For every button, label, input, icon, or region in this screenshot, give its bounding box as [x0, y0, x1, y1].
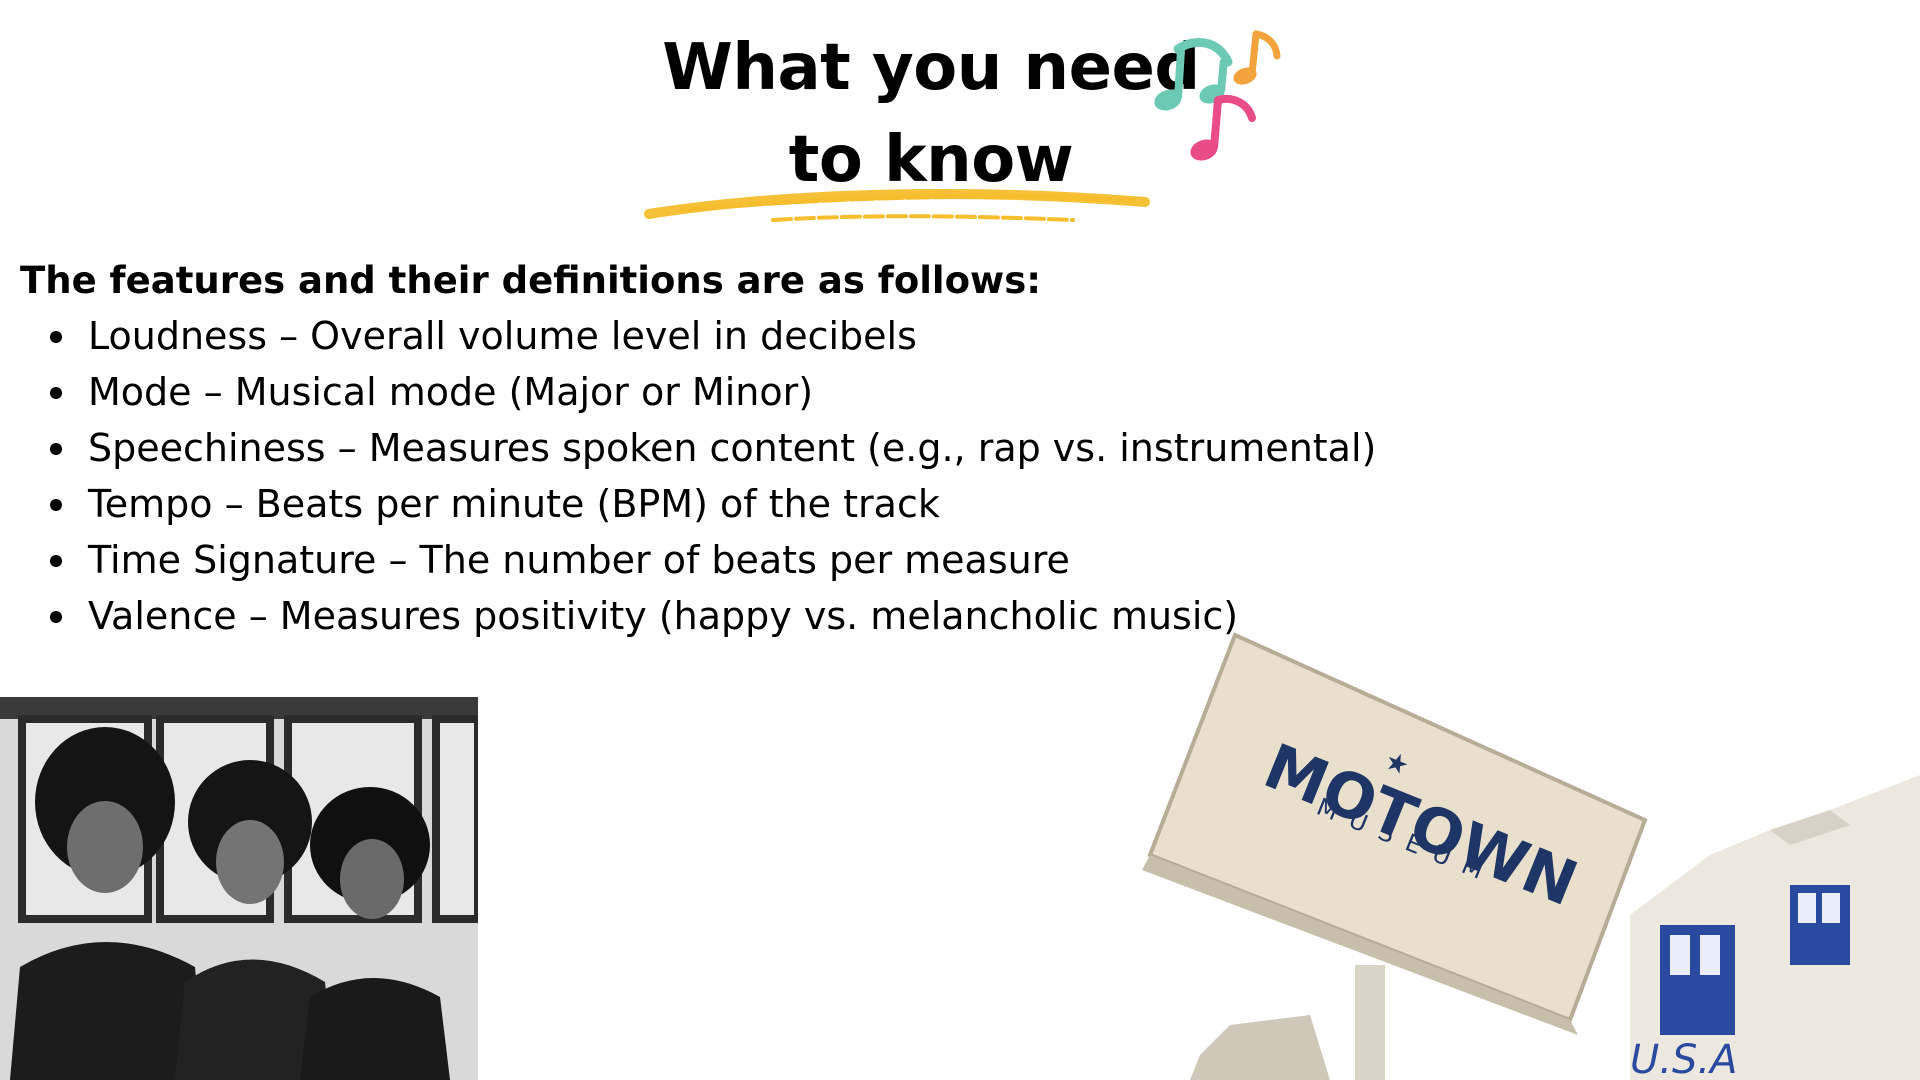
page-title: What you need to know: [0, 22, 1862, 206]
group-portrait-image: [0, 697, 478, 1080]
list-item: Mode – Musical mode (Major or Minor): [49, 364, 1376, 420]
title-line-1: What you need: [662, 31, 1200, 105]
list-item: Speechiness – Measures spoken content (e…: [49, 420, 1376, 476]
title-underline-stroke: [644, 188, 1150, 222]
list-item: Valence – Measures positivity (happy vs.…: [49, 588, 1376, 644]
features-intro: The features and their definitions are a…: [20, 259, 1042, 302]
supremes-photo: [0, 697, 478, 1080]
music-notes-icon: [1154, 30, 1281, 161]
title-line-2: to know: [788, 123, 1074, 197]
list-item: Loudness – Overall volume level in decib…: [49, 308, 1376, 364]
motown-museum-photo: MOTOWN MUSEUM ★ U.S.A: [1070, 625, 1920, 1080]
building-sign: U.S.A: [1630, 1037, 1737, 1080]
list-item: Time Signature – The number of beats per…: [49, 532, 1376, 588]
features-list: Loudness – Overall volume level in decib…: [20, 308, 1376, 644]
teal-double-note-icon: [1154, 38, 1233, 111]
pink-note-icon: [1190, 95, 1256, 161]
orange-note-icon: [1233, 30, 1281, 85]
list-item: Tempo – Beats per minute (BPM) of the tr…: [49, 476, 1376, 532]
museum-sign-image: MOTOWN MUSEUM ★ U.S.A: [1142, 632, 1920, 1080]
